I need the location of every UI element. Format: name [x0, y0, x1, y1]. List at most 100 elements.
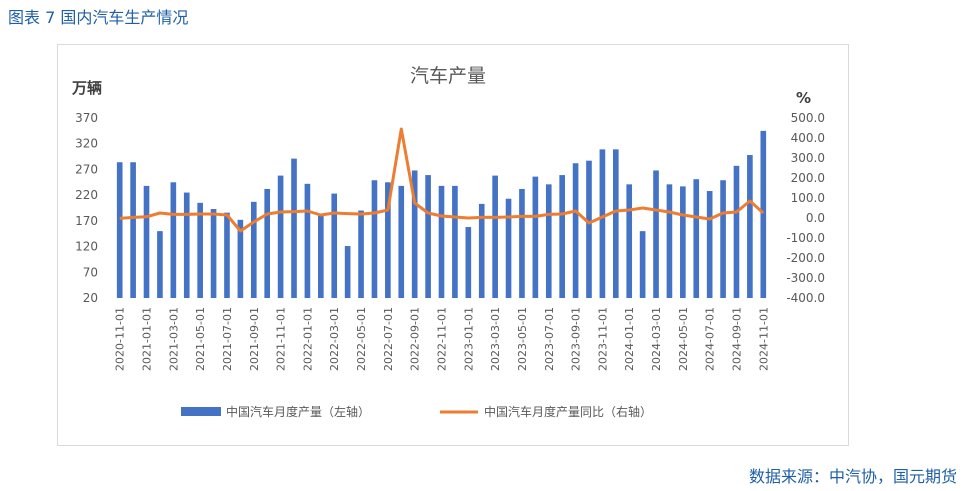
bar: [344, 246, 351, 298]
x-tick-label: 2022-03-01: [328, 307, 341, 371]
x-tick-label: 2023-09-01: [570, 307, 583, 371]
x-tick-label: 2022-07-01: [382, 307, 395, 371]
left-tick-label: 70: [83, 265, 98, 279]
bar: [438, 185, 445, 298]
bar: [183, 192, 190, 298]
x-tick-label: 2024-11-01: [757, 307, 770, 371]
bar: [291, 158, 297, 298]
bar: [318, 215, 324, 298]
x-tick-label: 2022-05-01: [355, 307, 368, 371]
legend: 中国汽车月度产量（左轴） 中国汽车月度产量同比（右轴）: [181, 404, 652, 419]
bar: [358, 210, 364, 298]
bar: [478, 203, 485, 298]
bar: [157, 231, 163, 298]
bar: [532, 176, 539, 298]
x-tick-label: 2024-03-01: [650, 307, 663, 371]
x-tick-label: 2023-01-01: [462, 307, 475, 371]
right-tick-label: 500.0: [791, 111, 825, 125]
source-note: 数据来源：中汽协，国元期货: [748, 467, 957, 486]
bar: [264, 188, 271, 298]
bar: [170, 182, 177, 298]
right-tick-label: -200.0: [786, 251, 825, 265]
bar: [760, 130, 767, 298]
right-tick-label: -100.0: [786, 231, 825, 245]
right-tick-label: 300.0: [791, 151, 825, 165]
left-tick-label: 20: [83, 291, 98, 305]
bar: [612, 149, 619, 298]
x-tick-label: 2024-07-01: [704, 307, 717, 371]
x-tick-label: 2021-03-01: [167, 307, 180, 371]
x-tick-label: 2021-01-01: [141, 307, 154, 371]
right-tick-label: 100.0: [791, 191, 825, 205]
x-tick-label: 2024-05-01: [677, 307, 690, 371]
right-axis-ticks: -400.0 -300.0 -200.0 -100.0 0.0 100.0 200.0 300…: [786, 111, 825, 305]
bar: [492, 175, 498, 298]
bar: [250, 201, 257, 298]
bar: [693, 179, 700, 298]
right-tick-label: 400.0: [791, 131, 825, 145]
x-tick-label: 2021-07-01: [221, 307, 234, 371]
left-tick-label: 120: [75, 240, 98, 254]
bar: [519, 188, 525, 298]
yoy-line: [119, 127, 765, 233]
bar: [224, 212, 230, 298]
bar: [465, 227, 472, 298]
x-tick-label: 2023-11-01: [596, 307, 609, 371]
legend-swatch-production: [181, 407, 221, 416]
left-axis-ticks: 20 70 120 170 220 270 320 370: [75, 111, 98, 305]
bar: [304, 183, 311, 298]
bar: [747, 155, 753, 298]
bar: [331, 193, 338, 298]
left-axis-unit: 万辆: [71, 79, 102, 97]
left-tick-label: 170: [75, 214, 98, 228]
bar: [452, 185, 458, 298]
x-axis-ticks: 2020-11-01 2021-01-01 2021-03-01 2021-05-01…: [114, 307, 771, 371]
bar: [371, 180, 378, 298]
bar: [385, 182, 391, 298]
left-tick-label: 270: [75, 162, 98, 176]
legend-label-yoy: 中国汽车月度产量同比（右轴）: [484, 404, 652, 419]
bar: [277, 175, 284, 298]
legend-label-production: 中国汽车月度产量（左轴）: [226, 404, 370, 419]
bar: [130, 162, 136, 298]
bar: [680, 186, 686, 298]
figure-title: 图表 7 国内汽车生产情况: [8, 8, 189, 27]
x-tick-label: 2024-09-01: [730, 307, 743, 371]
x-tick-label: 2022-01-01: [301, 307, 314, 371]
bar: [626, 184, 633, 298]
x-tick-label: 2024-01-01: [623, 307, 636, 371]
right-axis-unit: %: [796, 89, 811, 107]
left-tick-label: 370: [75, 111, 98, 125]
x-tick-label: 2023-07-01: [543, 307, 556, 371]
bar: [653, 170, 659, 298]
bar: [425, 175, 431, 298]
bar: [505, 198, 512, 298]
right-tick-label: -400.0: [786, 291, 825, 305]
x-tick-label: 2020-11-01: [114, 307, 127, 371]
bar: [720, 180, 726, 298]
bar: [599, 149, 606, 298]
right-tick-label: -300.0: [786, 271, 825, 285]
x-tick-label: 2023-03-01: [489, 307, 502, 371]
bar: [197, 202, 203, 298]
chart-title: 汽车产量: [410, 65, 486, 87]
bar: [586, 160, 592, 298]
bar: [733, 165, 740, 298]
bar: [639, 231, 646, 298]
right-tick-label: 0.0: [806, 211, 825, 225]
x-tick-label: 2022-11-01: [436, 307, 449, 371]
bar: [545, 184, 552, 298]
left-tick-label: 320: [75, 137, 98, 151]
left-tick-label: 220: [75, 188, 98, 202]
bar: [398, 185, 405, 298]
right-tick-label: 200.0: [791, 171, 825, 185]
bar: [143, 185, 150, 298]
line-series: [119, 127, 765, 233]
bar: [559, 175, 565, 298]
bar: [706, 191, 713, 298]
x-tick-label: 2022-09-01: [409, 307, 422, 371]
x-tick-label: 2021-05-01: [194, 307, 207, 371]
x-tick-label: 2021-11-01: [275, 307, 288, 371]
chart-frame: 汽车产量 万辆 % 20 70 120 170 220 270 320 370 -400.0-…: [57, 44, 849, 446]
